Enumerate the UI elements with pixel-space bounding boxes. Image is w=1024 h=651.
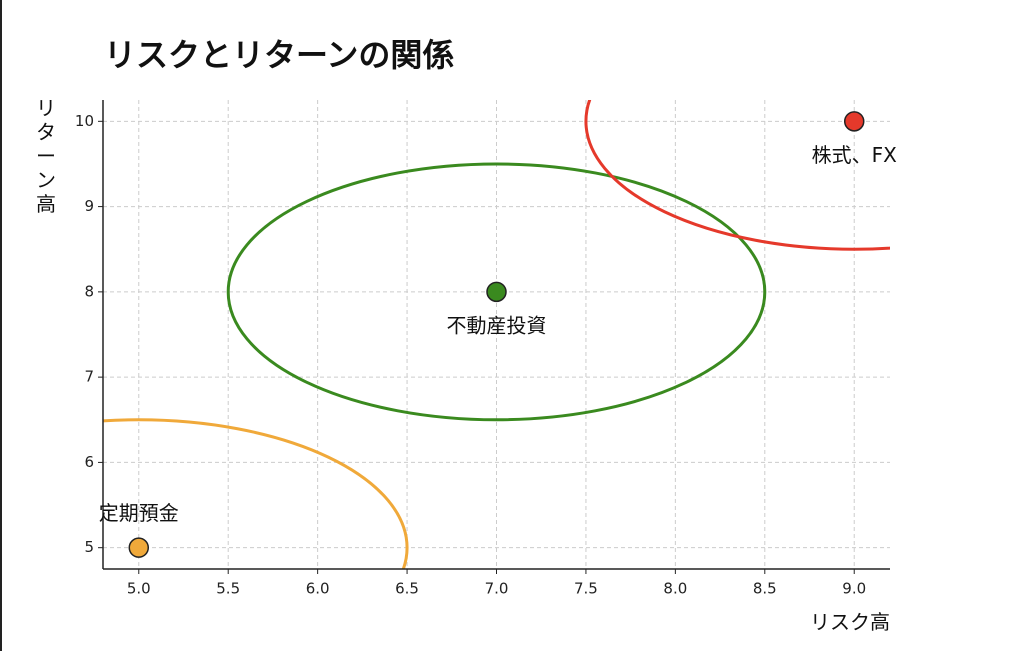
y-tick-label: 9	[84, 197, 94, 215]
x-tick-label: 7.0	[485, 580, 509, 598]
data-point	[486, 281, 507, 303]
x-tick-label: 8.0	[663, 580, 687, 598]
x-tick-label: 7.5	[574, 580, 598, 598]
data-point-label: 不動産投資	[447, 313, 547, 337]
x-tick-label: 5.0	[127, 580, 151, 598]
y-tick-label: 5	[84, 538, 94, 556]
range-ellipse	[103, 418, 409, 569]
data-point	[843, 111, 865, 132]
data-point	[128, 537, 150, 558]
range-ellipse	[584, 100, 890, 251]
y-tick-label: 6	[84, 453, 94, 471]
x-tick-label: 5.5	[216, 580, 240, 598]
range-ellipse	[226, 162, 767, 422]
left-border	[0, 0, 2, 651]
data-point-label: 定期預金	[99, 501, 179, 525]
x-axis-label: リスク高	[810, 610, 890, 634]
y-tick-label: 8	[84, 282, 94, 300]
x-tick-label: 9.0	[842, 580, 866, 598]
data-point-label: 株式、FX	[812, 143, 898, 167]
x-tick-label: 8.5	[753, 580, 777, 598]
chart-title: リスクとリターンの関係	[104, 36, 455, 74]
x-tick-label: 6.5	[395, 580, 419, 598]
y-tick-label: 7	[84, 368, 94, 386]
x-tick-label: 6.0	[306, 580, 330, 598]
y-axis-label: リターン高	[36, 96, 56, 216]
y-tick-label: 10	[75, 112, 94, 130]
